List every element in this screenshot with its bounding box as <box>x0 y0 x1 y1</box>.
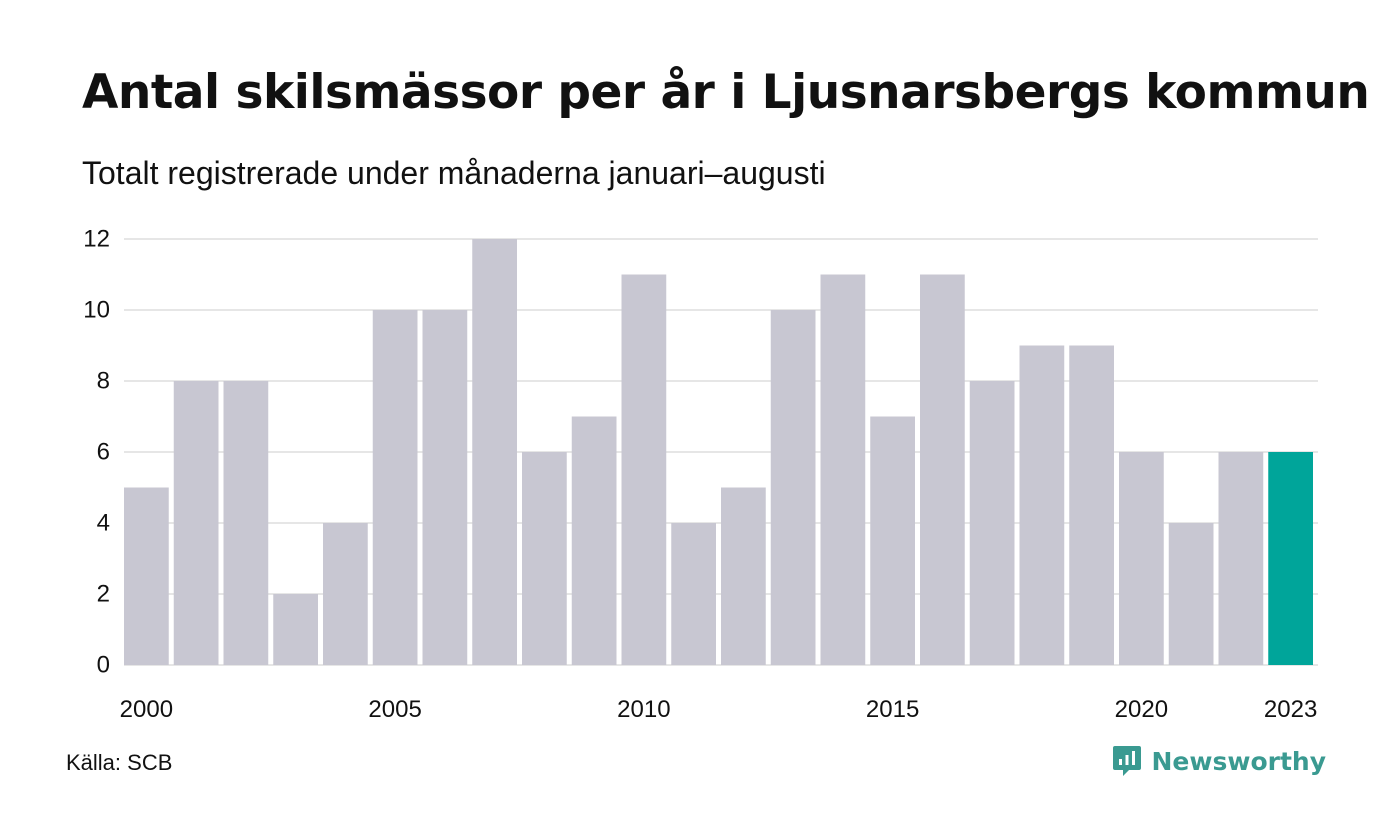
x-tick-label-2015: 2015 <box>866 696 919 723</box>
bar-2021 <box>1168 523 1214 665</box>
x-axis-ticks: 2000 2005 2010 2015 2020 2023 <box>120 696 1318 723</box>
y-axis-ticks: 0 2 4 6 8 10 12 <box>83 226 110 679</box>
x-tick-label-2005: 2005 <box>368 696 421 723</box>
x-tick-label-2000: 2000 <box>120 696 173 723</box>
newsworthy-logo-icon <box>1112 746 1141 776</box>
y-tick-label-4: 4 <box>97 510 110 537</box>
bar-2023 <box>1268 452 1313 665</box>
bar-2010 <box>621 274 667 665</box>
bar-2012 <box>721 487 766 665</box>
bar-2005 <box>372 310 418 665</box>
x-tick-label-2023: 2023 <box>1264 696 1317 723</box>
x-tick-label-2010: 2010 <box>617 696 670 723</box>
y-tick-label-2: 2 <box>97 581 110 608</box>
bars <box>124 239 1313 665</box>
bar-2008 <box>522 452 567 665</box>
chart-subtitle: Totalt registrerade under månaderna janu… <box>82 155 826 191</box>
brand-name: Newsworthy <box>1151 746 1327 776</box>
bar-2001 <box>173 381 219 665</box>
bar-2018 <box>1019 345 1065 665</box>
bar-2019 <box>1069 345 1114 665</box>
x-tick-label-2020: 2020 <box>1115 696 1168 723</box>
bar-2003 <box>273 594 318 665</box>
bar-2015 <box>870 416 915 665</box>
y-tick-label-8: 8 <box>97 368 110 395</box>
bar-2017 <box>969 381 1015 665</box>
y-tick-label-6: 6 <box>97 439 110 466</box>
bar-2013 <box>770 310 816 665</box>
source-note: Källa: SCB <box>66 750 173 775</box>
chart-title: Antal skilsmässor per år i Ljusnarsbergs… <box>82 65 1370 120</box>
y-tick-label-0: 0 <box>97 652 110 679</box>
brand-logo: Newsworthy <box>1112 744 1327 778</box>
bar-2020 <box>1119 452 1164 665</box>
bar-2004 <box>323 523 368 665</box>
bar-2016 <box>920 274 965 665</box>
bar-2007 <box>472 239 517 665</box>
bar-2011 <box>671 523 716 665</box>
bar-2006 <box>422 310 468 665</box>
bar-2009 <box>571 416 617 665</box>
y-tick-label-12: 12 <box>83 226 110 253</box>
bar-2014 <box>820 274 866 665</box>
bar-2000 <box>124 487 169 665</box>
bar-2022 <box>1218 452 1264 665</box>
y-tick-label-10: 10 <box>83 297 110 324</box>
bar-2002 <box>223 381 269 665</box>
